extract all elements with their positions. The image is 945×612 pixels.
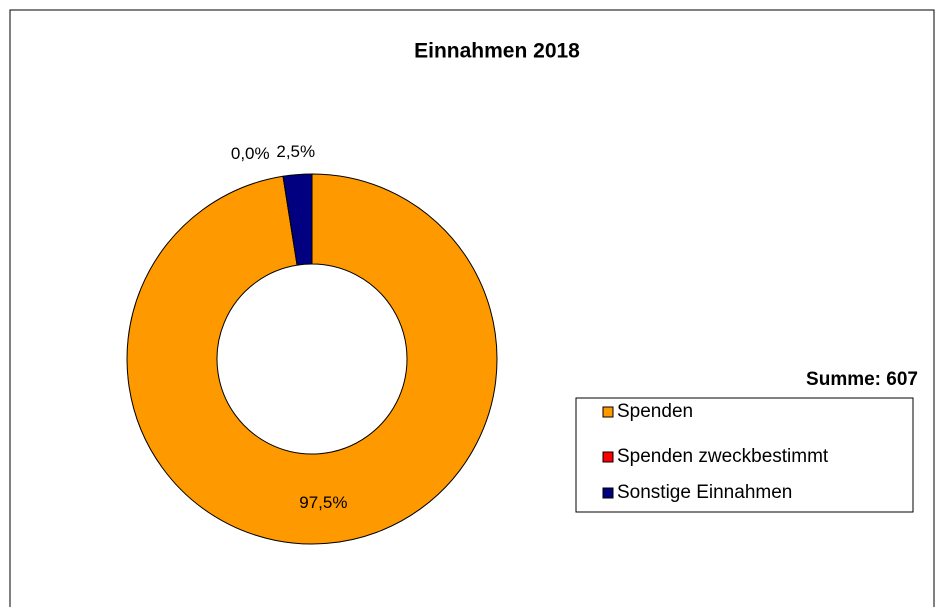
donut-slice bbox=[282, 173, 313, 266]
chart-title: Einnahmen 2018 bbox=[414, 40, 580, 63]
legend-swatch bbox=[602, 451, 614, 463]
legend-label: Spenden zweckbestimmt bbox=[617, 446, 829, 467]
data-label: 97,5% bbox=[299, 493, 347, 512]
data-label: 0,0% bbox=[231, 144, 270, 163]
legend-label: Sonstige Einnahmen bbox=[617, 482, 792, 503]
data-label: 2,5% bbox=[276, 142, 315, 161]
legend-label: Spenden bbox=[617, 401, 693, 422]
legend-swatch bbox=[602, 487, 614, 499]
legend-box bbox=[575, 397, 914, 513]
legend-swatch bbox=[602, 406, 614, 418]
annotation: Summe: 607 bbox=[806, 369, 918, 390]
donut-slice bbox=[126, 173, 498, 545]
